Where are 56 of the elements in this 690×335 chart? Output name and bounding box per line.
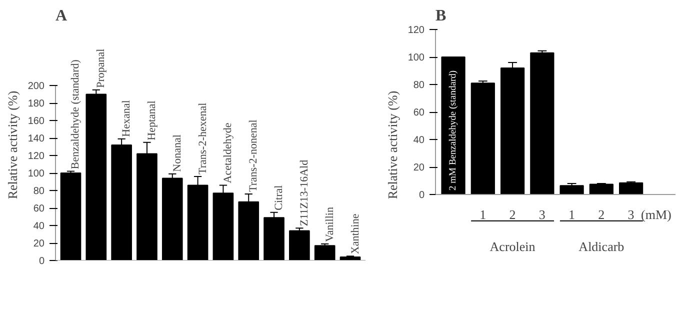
bar [589, 184, 614, 195]
bar [86, 94, 107, 260]
x-tick-label: Nonanal [171, 134, 184, 172]
y-tick-label: 60 [413, 108, 425, 118]
x-tick-label: Citral [273, 185, 286, 210]
y-tick-label: 160 [28, 116, 45, 127]
x-tick-label: Propanal [95, 48, 108, 88]
bar [162, 178, 183, 260]
x-tick-label: 3 [538, 207, 546, 222]
x-tick-label: 3 [628, 207, 634, 222]
y-tick-label: 100 [408, 52, 425, 64]
y-axis-title: Relative activity (%) [4, 90, 20, 200]
y-tick-label: 120 [28, 151, 45, 162]
bar [289, 230, 310, 260]
text: Aldicarb [578, 239, 624, 254]
y-tick-label: 0 [38, 256, 45, 267]
bar [264, 217, 284, 260]
y-axis-title: Relative activity (%) [384, 90, 400, 200]
x-tick-label: Acetaldehyde [222, 122, 234, 184]
bar [441, 56, 466, 195]
x-tick-label: Trans-2-nonenal [248, 120, 260, 192]
y-tick-label: 40 [33, 221, 45, 232]
chart-title: A [56, 8, 68, 24]
y-tick-label: 180 [28, 98, 45, 110]
bar [530, 52, 554, 195]
y-tick-label: 140 [28, 134, 45, 144]
x-tick-label: Benzaldehyde (standard) [70, 59, 82, 170]
y-tick-label: 200 [28, 81, 45, 92]
y-tick-label: 120 [408, 25, 425, 36]
bar [470, 82, 495, 195]
x-tick-label: 2 mM Benzaldehyde (standard) [448, 70, 458, 190]
bar [314, 245, 336, 260]
x-tick-label: Vanillin [324, 206, 336, 242]
y-tick-label: 80 [413, 80, 425, 91]
y-tick-label: 20 [33, 238, 45, 250]
x-tick-label: 2 [509, 207, 516, 222]
y-tick-label: 60 [33, 204, 45, 214]
bar [560, 185, 584, 195]
bar [619, 182, 644, 195]
y-tick-label: 20 [413, 162, 425, 174]
x-tick-label: Hexanal [120, 100, 133, 137]
x-tick-label: Xanthine [349, 214, 362, 254]
x-tick-label: Z11Z13-16Ald [298, 159, 310, 226]
bar [60, 172, 82, 260]
x-tick-label: 2 [598, 207, 605, 222]
x-tick-label: 1 [568, 207, 576, 222]
chart-title: B [436, 8, 446, 24]
x-tick-label: Heptanal [146, 100, 158, 140]
text: Acrolein [490, 239, 536, 254]
y-tick-label: 0 [418, 190, 425, 201]
y-tick-label: 100 [28, 168, 45, 180]
y-tick-label: 80 [33, 186, 45, 197]
x-tick-label: Trans-2-hexenal [196, 102, 209, 174]
y-tick-label: 40 [413, 135, 425, 146]
x-tick-label: 1 [480, 207, 486, 222]
text: (mM) [641, 207, 672, 222]
